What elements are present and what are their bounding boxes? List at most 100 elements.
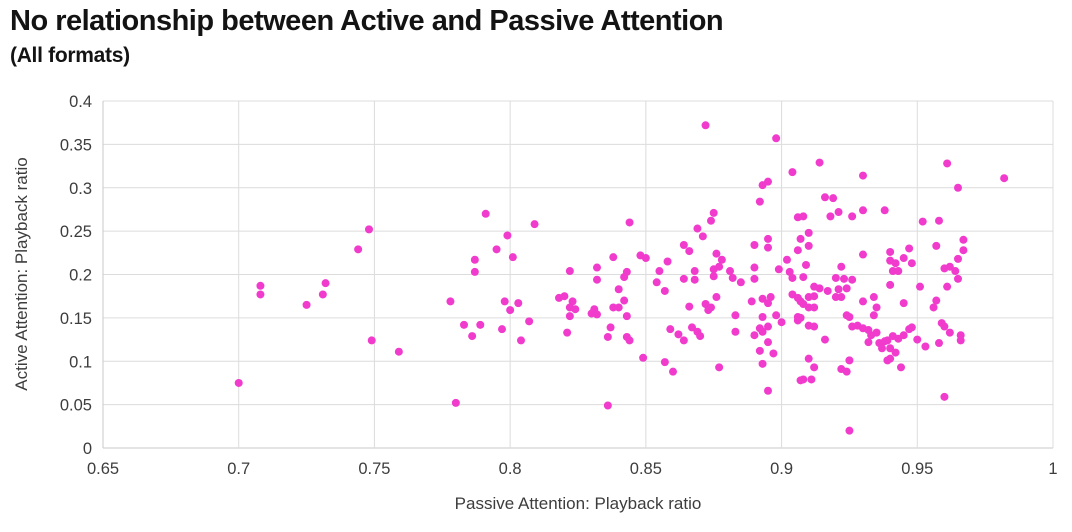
data-point xyxy=(663,257,672,266)
data-point xyxy=(878,344,886,353)
data-point xyxy=(565,312,574,321)
data-point xyxy=(954,254,962,263)
data-point xyxy=(834,285,843,294)
data-point xyxy=(755,197,764,206)
data-point xyxy=(891,259,900,268)
data-point xyxy=(620,296,629,305)
data-point xyxy=(802,260,810,269)
data-point xyxy=(848,212,857,221)
data-point xyxy=(758,359,767,368)
data-point xyxy=(826,212,835,221)
data-point xyxy=(620,273,629,282)
data-point xyxy=(563,328,572,337)
data-point xyxy=(932,296,941,305)
data-point xyxy=(774,265,783,274)
y-tick-label: 0.1 xyxy=(69,353,92,371)
data-point xyxy=(726,267,734,276)
data-point xyxy=(945,262,954,271)
data-point xyxy=(897,363,905,372)
data-point xyxy=(764,243,772,252)
data-point xyxy=(503,231,512,240)
data-point xyxy=(943,282,952,291)
data-point xyxy=(913,335,922,344)
data-point xyxy=(810,292,819,301)
data-point xyxy=(1000,174,1009,183)
data-point xyxy=(603,401,612,410)
data-point xyxy=(869,311,878,320)
data-point xyxy=(777,318,786,327)
data-point xyxy=(804,354,813,363)
data-point xyxy=(766,293,775,302)
data-point xyxy=(755,346,764,355)
data-point xyxy=(530,220,539,229)
data-point xyxy=(796,234,805,243)
data-point xyxy=(728,273,737,282)
data-point xyxy=(685,302,694,311)
data-point xyxy=(845,426,854,435)
data-point xyxy=(660,286,669,295)
data-point xyxy=(593,310,601,319)
data-point xyxy=(845,313,854,322)
chart-title: No relationship between Active and Passi… xyxy=(10,5,724,37)
y-tick-label: 0.3 xyxy=(69,180,92,198)
data-point xyxy=(940,322,949,331)
data-point xyxy=(506,306,515,315)
data-point xyxy=(815,158,824,167)
data-point xyxy=(750,331,759,340)
data-point xyxy=(859,171,867,180)
data-point xyxy=(622,312,631,321)
data-point xyxy=(772,134,781,143)
data-point xyxy=(470,255,479,264)
data-point xyxy=(614,303,623,312)
data-point xyxy=(899,331,908,340)
data-point xyxy=(842,284,851,293)
data-point xyxy=(666,325,675,334)
data-point xyxy=(498,325,506,334)
data-point xyxy=(872,328,881,337)
data-point xyxy=(880,206,889,215)
data-point xyxy=(810,303,819,312)
data-point xyxy=(750,263,759,272)
data-point xyxy=(625,218,634,227)
data-point xyxy=(679,274,688,283)
data-point xyxy=(641,254,650,263)
data-point xyxy=(704,306,713,315)
data-point xyxy=(660,358,669,367)
data-point xyxy=(821,193,829,202)
data-point xyxy=(831,273,840,282)
data-point xyxy=(256,290,265,299)
data-point xyxy=(603,332,612,341)
x-tick-label: 0.9 xyxy=(770,460,793,478)
data-point xyxy=(758,327,767,336)
data-point xyxy=(940,392,949,401)
data-point xyxy=(517,336,525,345)
data-point xyxy=(810,363,819,372)
data-point xyxy=(747,297,756,306)
data-point xyxy=(367,336,376,345)
data-point xyxy=(783,255,791,264)
data-point xyxy=(864,338,873,347)
data-point xyxy=(614,285,623,294)
data-point xyxy=(796,376,805,385)
data-point xyxy=(859,250,867,259)
data-point xyxy=(829,194,838,203)
data-point xyxy=(945,328,954,337)
chart-subtitle: (All formats) xyxy=(10,44,130,67)
data-point xyxy=(609,253,618,262)
data-point xyxy=(899,299,908,308)
data-point xyxy=(916,282,924,291)
y-tick-label: 0.4 xyxy=(69,93,92,111)
y-tick-label: 0.35 xyxy=(60,136,92,154)
data-point xyxy=(476,320,485,329)
data-point xyxy=(492,245,501,254)
data-point xyxy=(560,292,569,301)
data-point xyxy=(606,323,615,332)
data-point xyxy=(669,367,677,376)
data-point xyxy=(688,323,696,332)
data-point xyxy=(907,323,916,332)
data-point xyxy=(571,305,580,314)
data-point xyxy=(810,322,819,331)
data-point xyxy=(764,234,772,243)
